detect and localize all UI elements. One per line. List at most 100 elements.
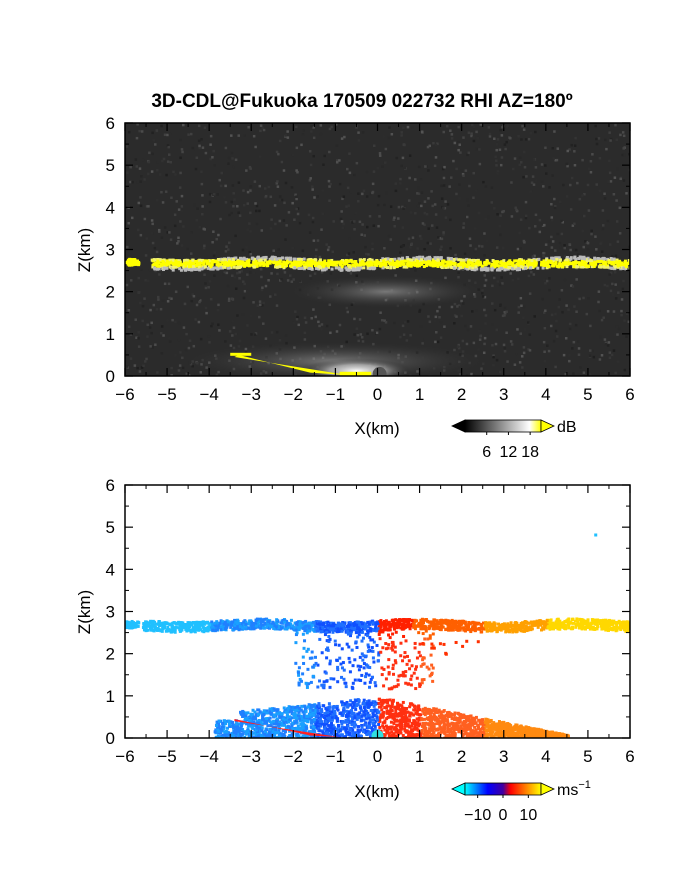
noise-speckle bbox=[419, 325, 423, 328]
cloud-layer-pixel bbox=[231, 260, 235, 264]
noise-speckle bbox=[211, 322, 214, 326]
cloud-layer-pixel bbox=[379, 264, 383, 268]
cloud-layer-pixel bbox=[259, 258, 263, 262]
noise-speckle bbox=[341, 197, 344, 201]
noise-speckle bbox=[269, 195, 273, 199]
noise-speckle bbox=[527, 274, 531, 278]
cloud-layer-pixel bbox=[172, 621, 176, 625]
noise-speckle bbox=[372, 224, 376, 227]
noise-speckle bbox=[310, 316, 313, 320]
noise-speckle bbox=[167, 145, 170, 149]
cloud-layer-pixel bbox=[206, 259, 210, 263]
noise-speckle bbox=[561, 220, 564, 224]
cloud-layer-pixel bbox=[397, 257, 401, 261]
cloud-layer-pixel bbox=[408, 261, 412, 265]
cloud-layer-pixel bbox=[168, 258, 172, 262]
cloud-layer-pixel bbox=[536, 266, 540, 270]
noise-speckle bbox=[606, 219, 610, 223]
cloud-layer-pixel bbox=[610, 266, 614, 270]
cloud-layer-pixel bbox=[226, 263, 230, 267]
cloud-layer-pixel bbox=[591, 618, 595, 622]
cloud-layer-pixel bbox=[367, 263, 371, 267]
cloud-layer-pixel bbox=[447, 259, 451, 263]
noise-speckle bbox=[162, 334, 165, 337]
cloud-layer-pixel bbox=[203, 621, 207, 625]
noise-speckle bbox=[301, 133, 305, 136]
noise-speckle bbox=[420, 237, 423, 241]
cloud-layer-pixel bbox=[352, 626, 356, 630]
noise-speckle bbox=[310, 124, 313, 128]
cloud-layer-pixel bbox=[424, 260, 428, 264]
noise-speckle bbox=[554, 365, 557, 369]
noise-speckle bbox=[381, 165, 384, 168]
noise-speckle bbox=[181, 366, 185, 370]
cloud-layer-pixel bbox=[492, 260, 496, 264]
cloud-layer-pixel bbox=[310, 267, 314, 271]
cloud-layer-pixel bbox=[216, 267, 220, 271]
noise-speckle bbox=[474, 281, 477, 284]
velocity-pixel bbox=[377, 651, 381, 655]
noise-speckle bbox=[548, 186, 551, 189]
cloud-layer-pixel bbox=[469, 628, 473, 632]
cloud-layer-pixel bbox=[230, 621, 234, 625]
cloud-layer-pixel bbox=[187, 628, 191, 632]
noise-speckle bbox=[225, 245, 228, 248]
noise-speckle bbox=[616, 360, 620, 363]
noise-speckle bbox=[494, 155, 497, 159]
cloud-layer-pixel bbox=[340, 622, 344, 626]
noise-speckle bbox=[208, 280, 212, 283]
cloud-layer-pixel bbox=[394, 618, 398, 622]
cloud-layer-pixel bbox=[171, 265, 175, 269]
cloud-layer-pixel bbox=[566, 623, 570, 627]
noise-speckle bbox=[373, 144, 376, 148]
noise-speckle bbox=[538, 230, 542, 234]
cloud-layer-pixel bbox=[125, 625, 129, 629]
noise-speckle bbox=[291, 201, 294, 205]
cloud-layer-pixel bbox=[596, 625, 600, 629]
noise-speckle bbox=[608, 356, 612, 360]
top-y-tick-label: 0 bbox=[106, 367, 115, 386]
noise-speckle bbox=[270, 331, 274, 334]
noise-speckle bbox=[253, 333, 257, 336]
noise-speckle bbox=[445, 125, 449, 128]
cloud-layer-pixel bbox=[506, 627, 510, 631]
noise-speckle bbox=[242, 280, 245, 283]
noise-speckle bbox=[189, 252, 193, 255]
cloud-layer-pixel bbox=[432, 620, 436, 624]
cloud-layer-pixel bbox=[382, 259, 386, 263]
noise-speckle bbox=[282, 219, 286, 222]
cloud-layer-pixel bbox=[613, 259, 617, 263]
cloud-layer-pixel bbox=[167, 261, 171, 265]
noise-speckle bbox=[425, 212, 429, 216]
cloud-layer-pixel bbox=[389, 265, 393, 269]
cloud-layer-pixel bbox=[489, 629, 493, 633]
noise-speckle bbox=[283, 271, 287, 274]
noise-speckle bbox=[522, 175, 525, 179]
top-x-tick-label: −5 bbox=[157, 385, 176, 404]
cloud-layer-pixel bbox=[287, 624, 291, 628]
noise-speckle bbox=[313, 196, 316, 199]
cloud-layer-pixel bbox=[275, 623, 279, 627]
cloud-layer-pixel bbox=[483, 261, 487, 265]
noise-speckle bbox=[434, 315, 438, 319]
cloud-layer-pixel bbox=[242, 261, 246, 265]
cloud-layer-pixel bbox=[289, 618, 293, 622]
noise-speckle bbox=[472, 125, 476, 129]
velocity-pixel bbox=[415, 656, 419, 660]
cloud-layer-pixel bbox=[152, 266, 156, 270]
noise-speckle bbox=[505, 140, 508, 144]
cloud-layer-pixel bbox=[274, 265, 278, 269]
noise-speckle bbox=[209, 143, 212, 146]
noise-speckle bbox=[246, 273, 249, 276]
cloud-layer-pixel bbox=[423, 618, 427, 622]
noise-speckle bbox=[533, 254, 536, 258]
cloud-layer-pixel bbox=[582, 260, 586, 264]
noise-speckle bbox=[411, 126, 414, 129]
noise-speckle bbox=[417, 165, 421, 169]
cloud-layer-pixel bbox=[505, 262, 509, 266]
noise-speckle bbox=[588, 354, 592, 358]
noise-speckle bbox=[457, 346, 461, 350]
noise-speckle bbox=[249, 185, 253, 188]
cloud-layer-pixel bbox=[331, 260, 335, 264]
cloud-layer-pixel bbox=[563, 263, 567, 267]
